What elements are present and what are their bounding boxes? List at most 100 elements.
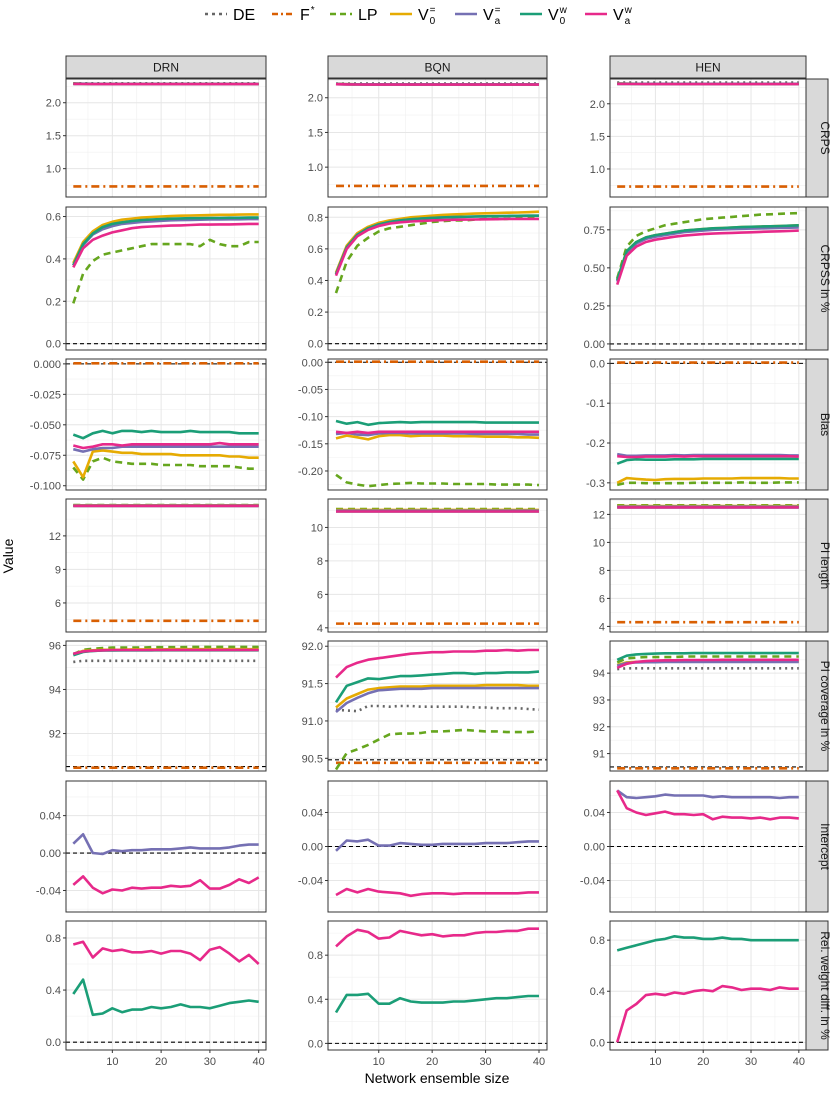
- legend-label-subscript: 0: [560, 16, 566, 27]
- series-line-lp: [616, 481, 799, 487]
- y-tick-label: 0.4: [590, 986, 605, 998]
- panel-background: [328, 921, 547, 1050]
- y-tick-label: 1.5: [308, 127, 323, 139]
- panel-border: [65, 206, 267, 351]
- column-strip: DRN: [65, 55, 267, 79]
- panel-border: [65, 780, 267, 913]
- row-strip-label: CRPSS in %: [818, 244, 830, 312]
- column-strip-label: DRN: [153, 61, 179, 75]
- x-tick-label: 30: [745, 1056, 757, 1068]
- panel: 1.0 1.5 2.0: [590, 78, 807, 198]
- series-line-vaw: [335, 887, 539, 898]
- panel-border: [327, 358, 548, 491]
- series-line-v0eq: [334, 210, 540, 274]
- series-line-v0w: [334, 992, 539, 1014]
- row-strip-label: Rel. weight diff. in %: [818, 931, 830, 1040]
- series-line-lp: [72, 238, 259, 304]
- series-line-v0w: [335, 419, 539, 427]
- y-tick-label: 0.8: [308, 950, 323, 962]
- series-line-vaw: [72, 940, 260, 965]
- y-tick-label: 0.0: [590, 1037, 605, 1049]
- column-strip-background: [327, 55, 548, 79]
- y-tick-label: 90.5: [302, 753, 323, 765]
- column-strip: HEN: [609, 55, 807, 79]
- panel-border: [65, 78, 267, 198]
- series-line-v0w: [72, 978, 259, 1017]
- y-tick-label: 0.75: [584, 225, 605, 237]
- series-line-v0eq: [335, 683, 539, 709]
- row-strip: Intercept: [805, 780, 830, 913]
- y-tick-label: 0.00: [302, 842, 323, 854]
- y-tick-label: -0.04: [298, 876, 323, 888]
- y-tick-label: -0.025: [30, 389, 61, 401]
- y-tick-label: 0.8: [308, 212, 323, 224]
- y-tick-label: -0.04: [580, 876, 605, 888]
- panel-background: [66, 921, 266, 1050]
- legend-label-superscript: w: [559, 5, 568, 16]
- y-tick-label: -0.100: [30, 481, 61, 493]
- x-tick-label: 40: [253, 1056, 265, 1068]
- y-tick-label: 10: [311, 522, 323, 534]
- y-tick-label: 6: [317, 589, 323, 601]
- x-tick-label: 40: [793, 1056, 805, 1068]
- y-tick-label: 0.2: [46, 296, 61, 308]
- legend-label: LP: [358, 7, 378, 24]
- legend-label: V: [613, 7, 624, 24]
- legend-item-lp: LP: [330, 7, 378, 24]
- series-line-vaeq: [335, 838, 539, 852]
- series-line-vaw: [334, 217, 539, 277]
- y-tick-label: 92: [593, 722, 605, 734]
- panel-border: [65, 920, 267, 1051]
- x-tick-label: 20: [155, 1056, 167, 1068]
- y-tick-label: 12: [49, 531, 61, 543]
- series-line-vaw: [72, 648, 259, 656]
- y-tick-label: 0.6: [46, 212, 61, 224]
- y-tick-label: -0.15: [298, 439, 323, 451]
- panel: -0.3 -0.2 -0.1 0.0: [586, 358, 807, 491]
- panel-background: [328, 359, 547, 490]
- panel: 0.0 0.2 0.4 0.6 0.8: [308, 206, 548, 351]
- y-tick-label: 96: [49, 640, 61, 652]
- series-line-v0w: [616, 457, 799, 465]
- panel-border: [609, 206, 807, 351]
- panel-border: [609, 640, 807, 772]
- y-tick-label: 0.00: [40, 848, 61, 860]
- y-tick-label: 0.0: [46, 339, 61, 351]
- series-line-lp: [615, 211, 799, 279]
- series-line-de: [73, 659, 259, 664]
- series-line-v0eq: [616, 476, 799, 484]
- x-tick-label: 30: [479, 1056, 491, 1068]
- y-tick-label: 0.8: [46, 933, 61, 945]
- panel: -0.20 -0.15 -0.10 -0.05 0.00: [298, 357, 548, 491]
- y-tick-label: 0.04: [302, 807, 323, 819]
- panel-background: [328, 499, 547, 632]
- y-tick-label: 0.4: [46, 985, 61, 997]
- series-line-vaw: [615, 984, 799, 1043]
- row-strip: PI coverage in %: [805, 640, 830, 772]
- panel: 90.5 91.0 91.5 92.0: [302, 640, 548, 772]
- column-strip: BQN: [327, 55, 548, 79]
- y-tick-label: 0.04: [40, 811, 61, 823]
- x-axis-label: Network ensemble size: [365, 1070, 510, 1086]
- series-line-v0w: [616, 935, 799, 952]
- panel-background: [610, 499, 806, 632]
- y-tick-label: -0.05: [298, 384, 323, 396]
- panel-border: [65, 640, 267, 772]
- panel: 92 94 96: [49, 640, 267, 772]
- panel-border: [609, 920, 807, 1051]
- y-tick-label: 0.4: [308, 275, 323, 287]
- y-tick-label: 8: [317, 556, 323, 568]
- panel-border: [327, 498, 548, 633]
- row-strip-label: PI coverage in %: [818, 661, 830, 752]
- row-strip-label: PI length: [818, 542, 830, 589]
- panel: 0.0 0.2 0.4 0.6: [46, 206, 267, 351]
- y-tick-label: -0.1: [586, 398, 605, 410]
- series-line-v0w: [334, 670, 540, 704]
- series-line-vaeq: [615, 226, 799, 282]
- panel-border: [327, 920, 548, 1051]
- panel-border: [327, 640, 548, 772]
- y-tick-label: 4: [317, 623, 323, 635]
